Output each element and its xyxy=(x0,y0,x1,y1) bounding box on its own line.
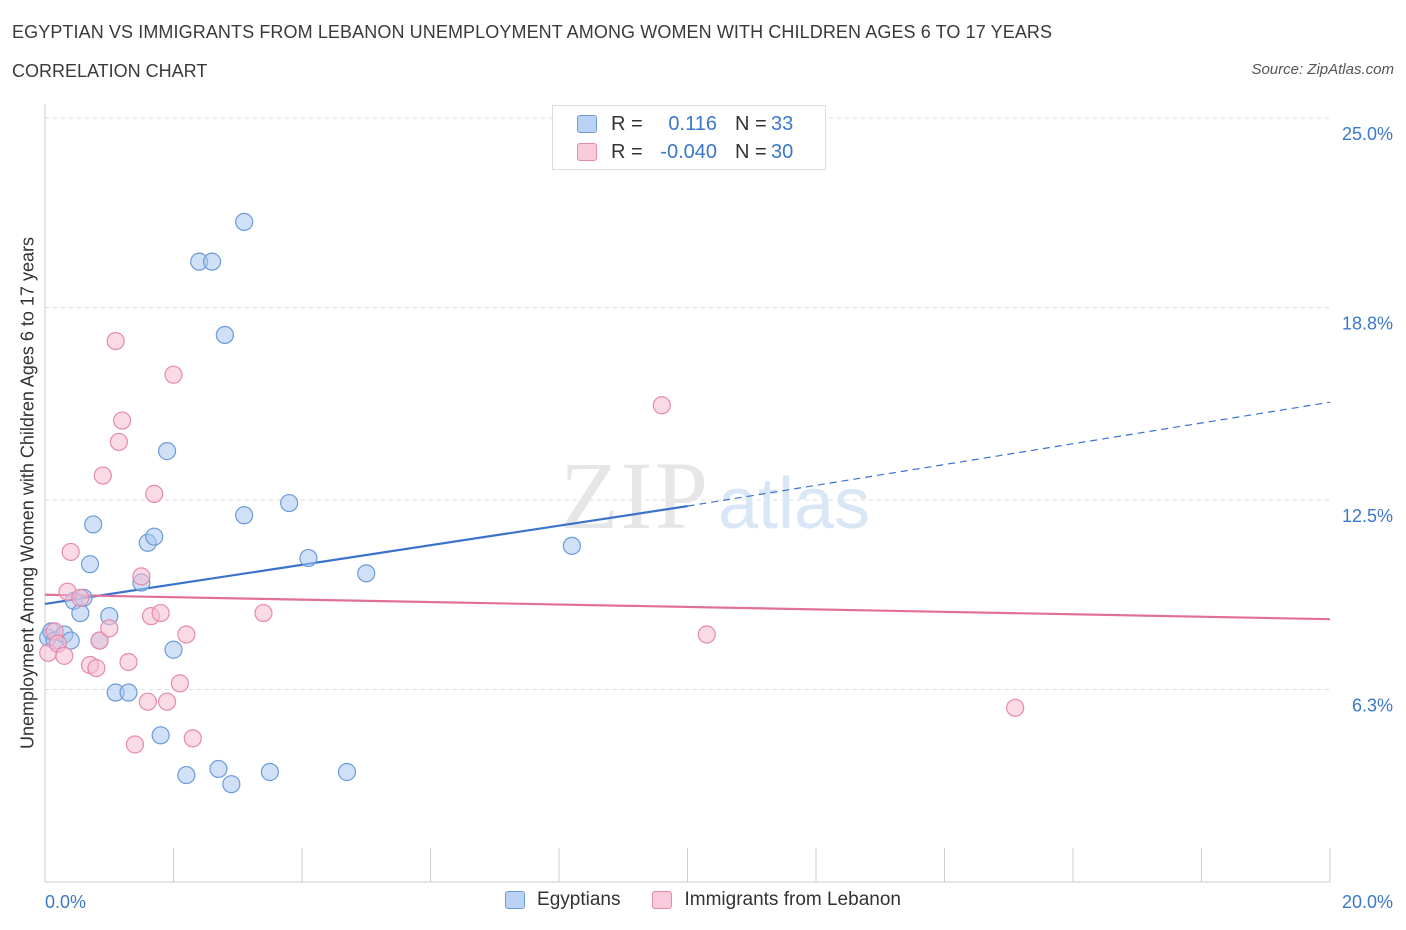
lebanon-point xyxy=(125,735,145,754)
egyptians-point xyxy=(299,548,318,568)
egyptians-point xyxy=(222,775,241,794)
egyptians-point xyxy=(280,493,299,513)
lebanon-point xyxy=(652,396,671,415)
egyptians-point xyxy=(562,536,581,555)
lebanon-trend-line xyxy=(44,593,1331,621)
legend-n-value: 30 xyxy=(771,140,794,163)
y-tick-label: 6.3% xyxy=(1352,695,1393,715)
egyptians-trend-extension xyxy=(687,401,1331,507)
y-tick-label: 25.0% xyxy=(1342,124,1393,144)
lebanon-point xyxy=(145,484,164,503)
egyptians-point xyxy=(84,515,103,534)
lebanon-point xyxy=(1006,698,1025,717)
egyptians-point xyxy=(235,212,254,232)
axes xyxy=(44,104,1331,883)
lebanon-point xyxy=(697,625,716,644)
lebanon-point xyxy=(90,631,109,650)
egyptians-point xyxy=(235,506,254,525)
legend-item-lebanon: Immigrants from Lebanon xyxy=(652,889,901,911)
lebanon-point xyxy=(177,625,196,644)
egyptians-point xyxy=(357,564,376,583)
egyptians-point xyxy=(215,325,234,345)
legend-n-label: N = xyxy=(735,140,767,163)
lebanon-point xyxy=(164,365,183,384)
egyptians-point xyxy=(260,762,279,782)
x-tick-label: 20.0% xyxy=(1342,892,1393,912)
egyptians-point xyxy=(164,640,183,659)
lebanon-point xyxy=(87,658,106,678)
watermark: ZIP atlas xyxy=(560,442,870,549)
lebanon-point xyxy=(157,692,177,711)
egyptians-point xyxy=(209,759,228,779)
egyptians-point xyxy=(157,442,177,461)
lebanon-point xyxy=(93,466,112,485)
legend-n-label: N = xyxy=(735,112,767,135)
egyptians-point xyxy=(119,683,138,702)
lebanon-point xyxy=(132,567,151,586)
lebanon-point xyxy=(254,603,273,623)
lebanon-point xyxy=(100,619,119,638)
legend-r-label: R = xyxy=(611,140,643,163)
source-label: Source: ZipAtlas.com xyxy=(1251,61,1394,78)
legend-swatch-egyptians xyxy=(577,115,597,133)
egyptians-point xyxy=(337,762,357,782)
lebanon-point xyxy=(183,729,202,748)
legend-label-lebanon: Immigrants from Lebanon xyxy=(684,889,901,910)
legend-r-value: -0.040 xyxy=(660,140,717,163)
legend-swatch-lebanon xyxy=(577,143,597,161)
egyptians-point xyxy=(145,527,164,546)
legend-n-value: 33 xyxy=(771,112,794,135)
legend-r-label: R = xyxy=(611,112,643,135)
egyptians-point xyxy=(177,765,196,785)
grid-lines xyxy=(45,117,1330,690)
x-tick-label: 0.0% xyxy=(45,892,86,912)
legend-row-lebanon: R = -0.040 N = 30 xyxy=(577,139,793,165)
stats-legend: R = 0.116 N = 33 R = -0.040 N = 30 xyxy=(552,105,826,170)
lebanon-point xyxy=(55,646,74,665)
egyptians-trend-line xyxy=(44,505,688,605)
legend-item-egyptians: Egyptians xyxy=(505,889,620,911)
y-axis-label: Unemployment Among Women with Children A… xyxy=(17,237,38,749)
chart-subtitle: CORRELATION CHART xyxy=(12,61,208,81)
legend-label-egyptians: Egyptians xyxy=(537,889,621,910)
lebanon-point xyxy=(61,542,80,562)
lebanon-point xyxy=(106,331,125,351)
y-tick-label: 18.8% xyxy=(1342,313,1393,333)
egyptians-point xyxy=(80,555,100,574)
egyptians-point xyxy=(71,603,90,623)
watermark-zip: ZIP xyxy=(560,442,710,549)
lebanon-point xyxy=(138,692,157,711)
lebanon-point xyxy=(109,432,128,452)
lebanon-point xyxy=(119,652,138,672)
trend-lines xyxy=(44,401,1331,621)
y-tick-label: 12.5% xyxy=(1342,506,1393,526)
lebanon-point xyxy=(71,588,90,607)
legend-swatch-egyptians xyxy=(505,891,526,909)
watermark-atlas: atlas xyxy=(718,464,870,544)
lebanon-point xyxy=(112,411,132,430)
egyptians-point xyxy=(202,252,222,271)
tick-labels: 6.3% 12.5% 18.8% 25.0% 0.0% 20.0% xyxy=(45,124,1393,912)
legend-r-value: 0.116 xyxy=(668,112,717,135)
series-legend: Egyptians Immigrants from Lebanon xyxy=(0,889,1406,911)
legend-swatch-lebanon xyxy=(652,891,673,909)
data-points xyxy=(39,212,1025,794)
chart-title: EGYPTIAN VS IMMIGRANTS FROM LEBANON UNEM… xyxy=(12,22,1053,42)
legend-row-egyptians: R = 0.116 N = 33 xyxy=(577,111,793,137)
egyptians-point xyxy=(151,726,170,745)
lebanon-point xyxy=(151,603,170,623)
lebanon-point xyxy=(170,674,190,693)
